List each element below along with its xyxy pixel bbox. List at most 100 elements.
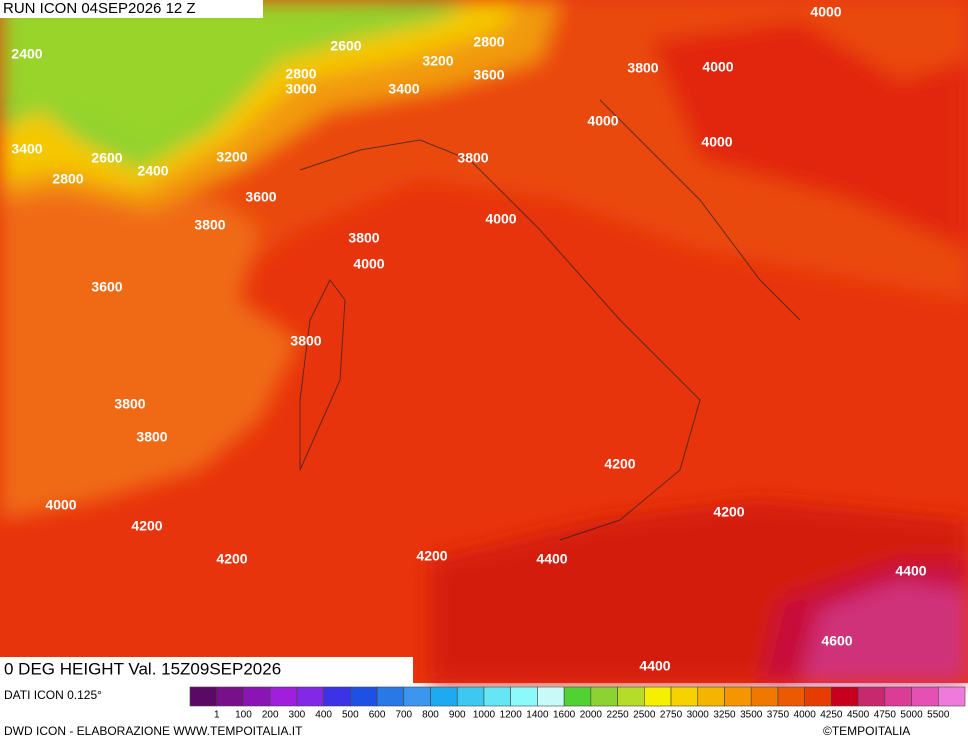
contour-label: 4200 [713,504,744,520]
contour-label: 3800 [348,230,379,246]
contour-label: 3400 [11,141,42,157]
contour-label: 4000 [485,211,516,227]
legend-label: 4750 [874,710,897,721]
contour-label: 4400 [895,563,926,579]
contour-label: 2400 [11,46,42,62]
contour-label: 2600 [330,38,361,54]
legend-label: 100 [235,710,252,721]
legend-swatch [831,686,859,707]
contour-label: 3800 [290,333,321,349]
legend-label: 5500 [927,710,950,721]
legend-label: 2750 [660,710,683,721]
contour-label: 3800 [114,396,145,412]
legend-swatch [750,686,779,707]
map-field [0,0,968,683]
legend-swatch [937,686,966,707]
legend-label: 1000 [473,710,496,721]
legend-label: 400 [315,710,332,721]
legend-label: 900 [449,710,466,721]
contour-label: 4200 [604,456,635,472]
contour-label: 3200 [216,149,247,165]
legend-swatch [537,686,565,707]
legend-swatch [216,686,244,707]
legend-swatch [269,686,298,707]
legend-label: 2250 [606,710,629,721]
contour-label: 2800 [285,66,316,82]
legend-label: 200 [262,710,279,721]
legend-swatch [376,686,405,707]
legend-label: 1200 [500,710,523,721]
run-title: RUN ICON 04SEP2026 12 Z [3,0,196,17]
legend-swatch [243,686,271,707]
legend-label: 500 [342,710,359,721]
legend-label: 4000 [794,710,817,721]
legend-label: 600 [369,710,386,721]
field-label: 0 DEG HEIGHT Val. 15Z09SEP2026 [4,659,281,678]
legend-label: 1600 [553,710,576,721]
contour-label: 3400 [388,81,419,97]
contour-label: 3000 [285,81,316,97]
legend-swatch [777,686,805,707]
legend-swatch [644,686,672,707]
contour-label: 3600 [245,189,276,205]
contour-label: 2400 [137,163,168,179]
contour-label: 4200 [131,518,162,534]
legend-label: 300 [289,710,306,721]
legend-swatch [590,686,618,707]
legend-swatch [323,686,351,707]
contour-label: 4000 [810,4,841,20]
contour-label: 4000 [587,113,618,129]
contour-label: 3800 [194,217,225,233]
contour-label: 2800 [52,171,83,187]
legend-swatch [403,686,431,707]
legend-swatch [563,686,592,707]
contour-label: 4000 [701,134,732,150]
legend-label: 3500 [740,710,763,721]
contour-label: 4200 [216,551,247,567]
legend-label: 4500 [847,710,870,721]
contour-label: 3200 [422,53,453,69]
contour-label: 4000 [45,497,76,513]
contour-label: 3800 [457,150,488,166]
legend-swatch [670,686,699,707]
header-box [0,0,263,18]
legend-swatch [456,686,485,707]
legend-label: 3000 [687,710,710,721]
legend-label: 2000 [580,710,603,721]
color-legend: 1 100 200 300 400 500 600 700 800 900 1000 1200 1400… [189,686,966,721]
legend-label: 5000 [900,710,923,721]
legend-swatch [350,686,378,707]
legend-swatch [483,686,511,707]
contour-label: 4200 [416,548,447,564]
contour-label: 4400 [639,658,670,674]
contour-labels: 2400 2600 2800 3200 3600 3800 4000 4000 … [11,4,926,674]
contour-label: 2600 [91,150,122,166]
contour-label: 4400 [536,551,567,567]
field-label-box [0,657,413,683]
legend-swatch [510,686,538,707]
legend-label: 1400 [526,710,549,721]
data-source: DATI ICON 0.125° [4,688,102,702]
footer-copyright: ©TEMPOITALIA [823,724,910,738]
legend-swatch [857,686,886,707]
legend-label: 3250 [713,710,736,721]
legend-label: 1 [214,710,220,721]
legend-swatch [189,686,218,707]
legend-swatch [296,686,324,707]
contour-label: 3800 [627,60,658,76]
contour-label: 4000 [702,59,733,75]
legend-swatch [911,686,939,707]
legend-swatch [724,686,752,707]
contour-label: 3600 [473,67,504,83]
legend-swatch [884,686,912,707]
contour-label: 2800 [473,34,504,50]
legend-label: 2500 [633,710,656,721]
legend-swatch [430,686,458,707]
legend-swatch [804,686,832,707]
legend-swatch [697,686,725,707]
legend-swatch [617,686,645,707]
footer-credit: DWD ICON - ELABORAZIONE WWW.TEMPOITALIA.… [4,724,303,738]
contour-label: 4600 [821,633,852,649]
legend-label: 800 [422,710,439,721]
